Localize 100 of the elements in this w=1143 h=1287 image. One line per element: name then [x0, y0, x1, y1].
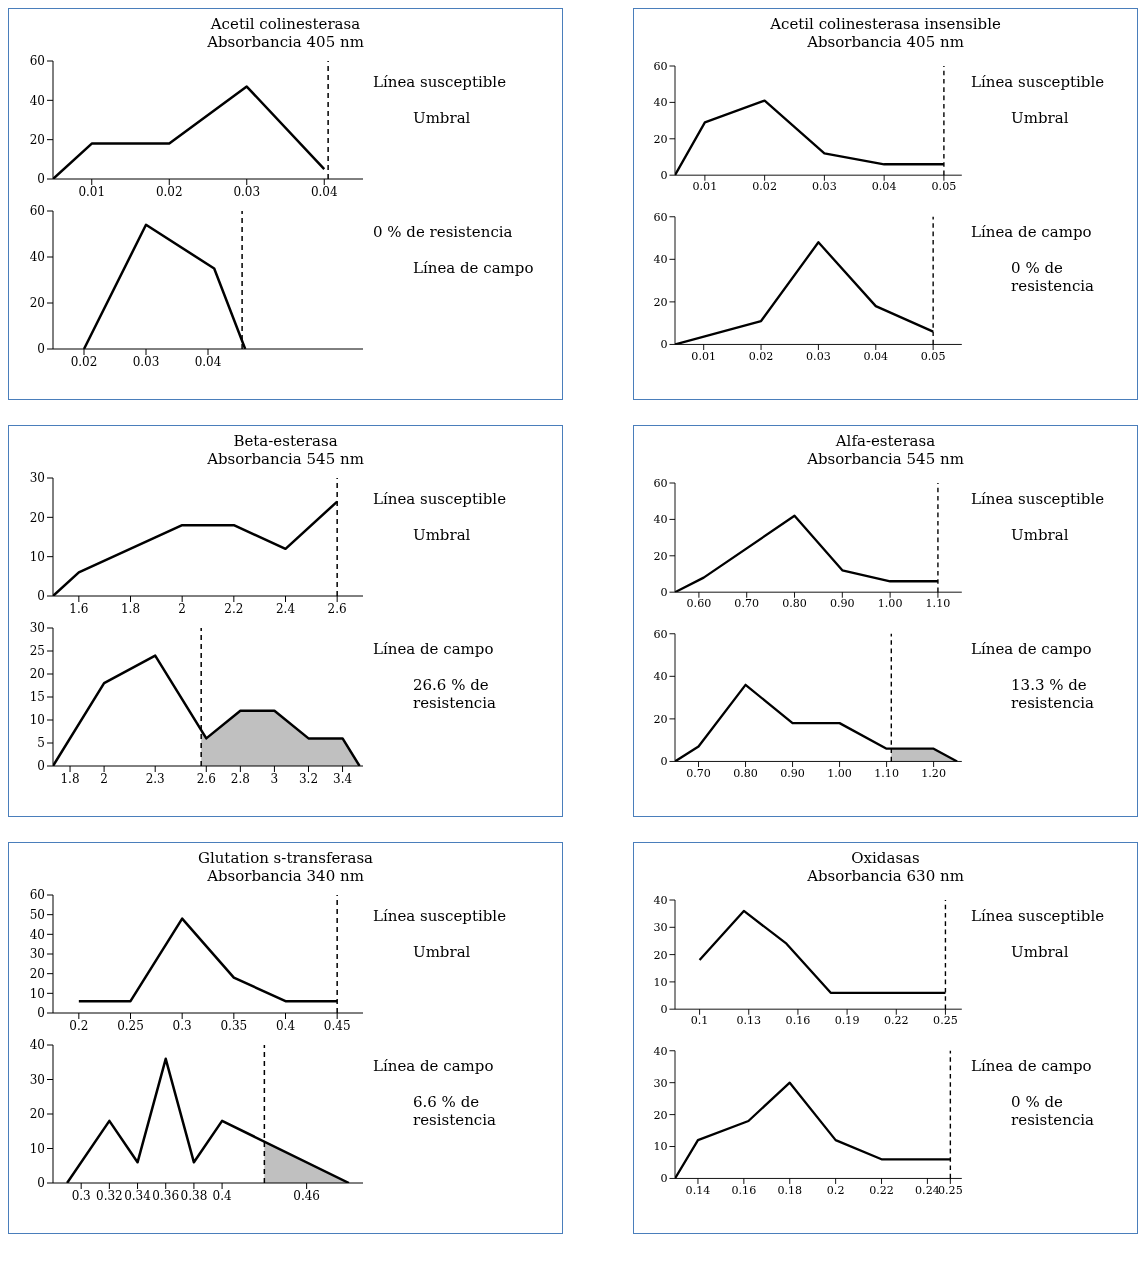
x-tick-label: 0.13: [736, 1014, 762, 1028]
y-tick-label: 0: [37, 1006, 45, 1021]
text: Línea susceptible: [373, 907, 508, 925]
x-tick-label: 0.25: [933, 1014, 958, 1028]
x-tick-label: 0.80: [733, 766, 758, 780]
x-tick-label: 0.01: [691, 349, 717, 363]
y-tick-label: 0: [660, 586, 668, 600]
y-tick-label: 40: [29, 927, 45, 942]
text: Umbral: [413, 943, 472, 961]
y-tick-label: 40: [653, 1044, 668, 1058]
chart-title: Beta-esterasa: [232, 432, 339, 450]
y-tick-label: 0: [660, 338, 668, 352]
chart-subtitle: Absorbancia 405 nm: [206, 33, 365, 51]
text: 6.6 % de resistencia: [413, 1093, 497, 1129]
y-tick-label: 10: [29, 1141, 45, 1156]
chart-subtitle: Absorbancia 405 nm: [806, 33, 965, 51]
x-tick-label: 0.36: [152, 1188, 180, 1203]
x-tick-label: 0.04: [863, 349, 889, 363]
y-tick-label: 40: [653, 513, 668, 527]
x-tick-label: 0.90: [829, 597, 855, 611]
chart-title: Acetil colinesterasa insensible: [769, 15, 1002, 33]
x-tick-label: 2.6: [327, 601, 347, 616]
x-tick-label: 0.01: [78, 184, 106, 199]
x-tick-label: 0.4: [212, 1188, 232, 1203]
x-tick-label: 1.00: [877, 597, 903, 611]
text: Línea susceptible: [971, 907, 1106, 925]
x-tick-label: 3.4: [333, 771, 353, 786]
y-tick-label: 30: [29, 947, 45, 962]
text: Línea susceptible: [373, 73, 508, 91]
x-tick-label: 0.02: [748, 349, 774, 363]
x-tick-label: 0.25: [117, 1018, 144, 1033]
text: Línea susceptible: [971, 73, 1106, 91]
text: Línea de campo: [413, 259, 535, 277]
chart-subtitle: Absorbancia 630 nm: [806, 867, 965, 885]
x-tick-label: 0.19: [834, 1014, 860, 1028]
text: 26.6 % de resistencia: [413, 676, 497, 712]
y-tick-label: 0: [37, 342, 45, 357]
x-tick-label: 1.10: [874, 766, 899, 780]
x-tick-label: 0.60: [686, 597, 712, 611]
x-tick-label: 0.14: [685, 1183, 711, 1197]
text: Línea de campo: [373, 640, 495, 658]
x-tick-label: 2.4: [275, 601, 296, 616]
y-tick-label: 40: [653, 96, 668, 110]
x-tick-label: 0.16: [731, 1183, 757, 1197]
y-tick-label: 20: [653, 132, 668, 146]
x-tick-label: 0.02: [70, 354, 98, 369]
x-tick-label: 0.16: [785, 1014, 811, 1028]
y-tick-label: 0: [660, 1172, 668, 1186]
y-tick-label: 10: [653, 975, 668, 989]
y-tick-label: 20: [29, 966, 45, 981]
x-tick-label: 1.20: [921, 766, 946, 780]
x-tick-label: 3: [270, 771, 279, 786]
x-tick-label: 0.04: [194, 354, 222, 369]
x-tick-label: 1.10: [925, 597, 951, 611]
x-tick-label: 1.8: [60, 771, 80, 786]
y-tick-label: 20: [29, 667, 45, 682]
x-tick-label: 0.24: [915, 1183, 940, 1197]
x-tick-label: 0.2: [826, 1183, 845, 1197]
text: Línea susceptible: [971, 490, 1106, 508]
y-tick-label: 20: [29, 132, 45, 147]
y-tick-label: 10: [29, 986, 45, 1001]
x-tick-label: 0.38: [180, 1188, 208, 1203]
y-tick-label: 0: [660, 169, 668, 183]
text: Umbral: [1011, 526, 1070, 544]
y-tick-label: 60: [653, 476, 668, 490]
chart-subtitle: Absorbancia 545 nm: [806, 450, 965, 468]
y-tick-label: 0: [660, 755, 668, 769]
chart-subtitle: Absorbancia 340 nm: [206, 867, 365, 885]
y-tick-label: 20: [653, 712, 668, 726]
chart-title: Acetil colinesterasa: [209, 15, 362, 33]
y-tick-label: 0: [37, 172, 45, 187]
x-tick-label: 2.2: [224, 601, 244, 616]
y-tick-label: 40: [29, 93, 45, 108]
x-tick-label: 0.02: [155, 184, 183, 199]
y-tick-label: 30: [653, 921, 668, 935]
x-tick-label: 0.02: [752, 180, 777, 194]
x-tick-label: 0.22: [869, 1183, 894, 1197]
text: Línea de campo: [971, 640, 1093, 658]
x-tick-label: 0.70: [734, 597, 760, 611]
text: Línea de campo: [373, 1057, 495, 1075]
x-tick-label: 0.04: [871, 180, 897, 194]
chart-subtitle: Absorbancia 545 nm: [206, 450, 365, 468]
y-tick-label: 40: [653, 253, 668, 267]
y-tick-label: 30: [29, 1072, 45, 1087]
y-tick-label: 20: [29, 296, 45, 311]
y-tick-label: 20: [653, 549, 668, 563]
y-tick-label: 60: [653, 627, 668, 641]
y-tick-label: 0: [37, 589, 45, 604]
text: Umbral: [413, 109, 472, 127]
x-tick-label: 0.35: [220, 1018, 248, 1033]
x-tick-label: 0.22: [883, 1014, 909, 1028]
y-tick-label: 20: [653, 295, 668, 309]
y-tick-label: 30: [29, 471, 45, 486]
x-tick-label: 0.90: [780, 766, 805, 780]
text: Umbral: [413, 526, 472, 544]
x-tick-label: 0.03: [812, 180, 837, 194]
x-tick-label: 0.3: [172, 1018, 192, 1033]
text: Umbral: [1011, 943, 1070, 961]
x-tick-label: 0.32: [96, 1188, 123, 1203]
y-tick-label: 40: [29, 1038, 45, 1053]
